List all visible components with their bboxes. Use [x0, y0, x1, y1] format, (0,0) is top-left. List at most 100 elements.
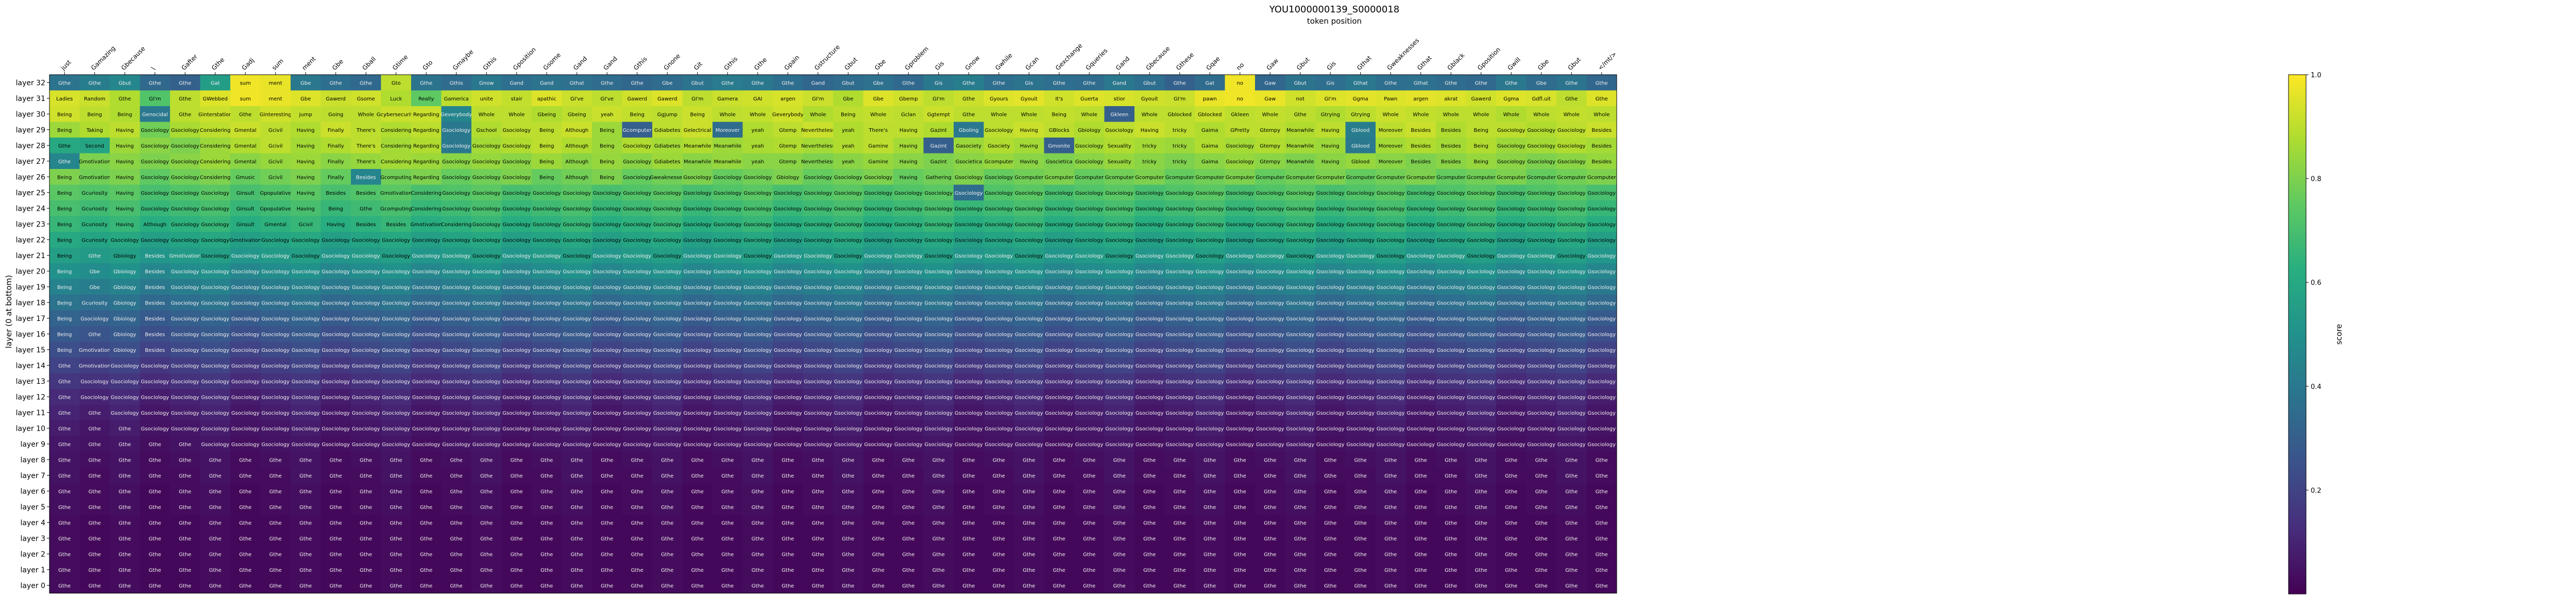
cell-label: Gthe [390, 520, 402, 526]
cell-label: Gsociology [714, 253, 742, 259]
cell-label: Gsociology [924, 253, 953, 259]
cell-label: Gsociology [1165, 332, 1194, 337]
heatmap-cell [170, 169, 200, 185]
cell-label: Gsociology [563, 269, 591, 275]
heatmap-cell [803, 122, 833, 138]
cell-label: Gthe [89, 473, 101, 479]
cell-label: Gawerd [628, 96, 648, 102]
cell-label: Having [116, 159, 134, 165]
cell-label: Gthe [511, 568, 523, 573]
cell-label: Gsociology [834, 348, 862, 353]
cell-label: Gsociology [593, 269, 621, 275]
heatmap-cell [381, 106, 411, 122]
x-tick-label: Gto [421, 59, 434, 72]
cell-label: Gsociology [1406, 395, 1435, 400]
cell-label: Gthe [269, 583, 282, 589]
cell-label: Gthe [420, 536, 432, 542]
x-tick-label: Gis [934, 60, 945, 72]
cell-label: Gsociology [533, 206, 561, 212]
heatmap-cell [833, 184, 863, 200]
cell-label: Gthe [1565, 489, 1578, 495]
cell-label: Gthe [721, 568, 734, 573]
cell-label: Gthe [1415, 536, 1427, 542]
cell-label: Gsociology [1527, 442, 1555, 448]
cell-label: Gsociology [1256, 316, 1284, 322]
heatmap-cell [863, 122, 893, 138]
heatmap-cell [713, 169, 743, 185]
cell-label: Nevertheless [801, 128, 835, 133]
cell-label: Gsociology [1437, 332, 1465, 337]
cell-label: Gthe [1174, 520, 1186, 526]
cell-label: Gsociology [985, 300, 1013, 306]
cell-label: Gsociology [864, 363, 892, 369]
cell-label: Gthe [58, 536, 71, 542]
heatmap-cell [1285, 169, 1315, 185]
cell-label: Gsociology [985, 175, 1013, 180]
heatmap-cell [1255, 184, 1285, 200]
cell-label: Gthe [1535, 552, 1548, 557]
cell-label: Ggma [1353, 96, 1368, 102]
cell-label: Gsociology [1196, 316, 1224, 322]
cell-label: Gthe [962, 583, 975, 589]
cell-label: Gsociology [442, 426, 470, 432]
cell-label: Gcomputer [1286, 175, 1315, 180]
cell-label: Gsociology [1226, 363, 1254, 369]
cell-label: Gthe [89, 332, 101, 337]
cell-label: Gsociology [864, 175, 892, 180]
cell-label: Gsociology [1587, 206, 1616, 212]
cell-label: Gsociology [955, 411, 983, 416]
cell-label: Gsociology [1136, 206, 1164, 212]
cell-label: Gsociology [502, 206, 531, 212]
cell-label: Gthe [1415, 457, 1427, 463]
cell-label: Besides [145, 285, 165, 291]
cell-label: Gsociology [1406, 237, 1435, 243]
cell-label: Gsociology [864, 191, 892, 196]
cell-label: Gthe [149, 583, 161, 589]
heatmap-cell [1074, 75, 1105, 91]
cell-label: Whole [358, 112, 374, 117]
cell-label: Gsociology [382, 395, 410, 400]
cell-label: Gcuriosity [82, 237, 108, 243]
heatmap-cell [1556, 184, 1587, 200]
heatmap-cell [260, 153, 291, 169]
cell-label: Besides [1591, 128, 1612, 133]
cell-label: Gasociety [956, 143, 982, 149]
cell-label: Gsociology [623, 206, 651, 212]
cell-label: Gsociology [1527, 206, 1555, 212]
heatmap-cell [230, 200, 261, 216]
cell-label: Gthe [902, 473, 914, 479]
cell-label: Gthe [812, 536, 824, 542]
cell-label: Gsociology [141, 128, 169, 133]
heatmap-cell [1225, 90, 1255, 106]
cell-label: Gthe [752, 473, 764, 479]
x-tick-label: no [1235, 61, 1245, 72]
heatmap-cell [592, 153, 622, 169]
cell-label: Gsociology [1165, 442, 1194, 448]
cell-label: Gthe [962, 473, 975, 479]
cell-label: Gsociology [804, 316, 832, 322]
cell-label: Gthe [1053, 536, 1065, 542]
cell-label: Whole [1383, 112, 1399, 117]
cell-label: Gthe [962, 505, 975, 511]
cell-label: Gthe [1475, 473, 1487, 479]
cell-label: Gsociology [412, 442, 440, 448]
cell-label: Gsociology [502, 191, 531, 196]
cell-label: Gsociology [171, 222, 199, 228]
cell-label: Gthe [631, 520, 643, 526]
heatmap-cell [1586, 90, 1617, 106]
cell-label: Gsociology [321, 442, 350, 448]
cell-label: Gthe [58, 583, 71, 589]
heatmap-cell [200, 106, 230, 122]
heatmap-cell [351, 138, 381, 154]
cell-label: Gsociology [201, 411, 229, 416]
cell-label: Gsociology [743, 426, 772, 432]
heatmap-cell [1074, 106, 1105, 122]
cell-label: Gcomputer [1256, 175, 1285, 180]
cell-label: Gsociology [1557, 379, 1586, 385]
cell-label: Gsociology [1437, 442, 1465, 448]
heatmap-cell [1405, 153, 1436, 169]
cell-label: Gsociology [261, 379, 290, 385]
cell-label: Gbe [300, 96, 311, 102]
cell-label: Gsociology [1286, 379, 1314, 385]
